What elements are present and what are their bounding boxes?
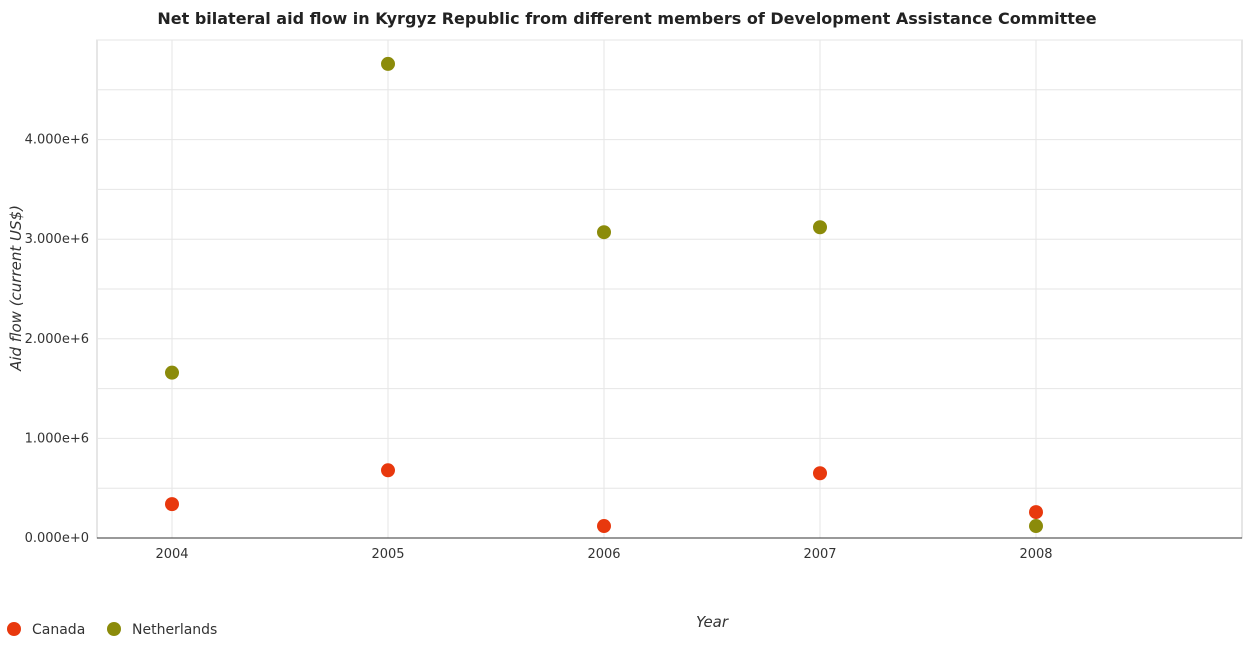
y-tick-label: 3.000e+6	[25, 232, 89, 247]
x-tick-label: 2008	[1019, 547, 1052, 562]
data-point-netherlands	[597, 225, 611, 240]
x-tick-label: 2007	[803, 547, 836, 562]
data-point-canada	[597, 519, 611, 534]
legend-label-canada: Canada	[32, 622, 85, 638]
data-point-netherlands	[1029, 519, 1043, 534]
x-tick-label: 2006	[587, 547, 620, 562]
x-tick-label: 2005	[371, 547, 404, 562]
data-point-netherlands	[381, 56, 395, 71]
legend: Canada Netherlands	[7, 622, 217, 638]
legend-marker-canada	[7, 622, 21, 636]
legend-label-netherlands: Netherlands	[132, 622, 217, 638]
y-tick-label: 2.000e+6	[25, 332, 89, 347]
y-axis-label: Aid flow (current US$)	[7, 205, 25, 372]
data-point-canada	[381, 463, 395, 478]
y-tick-label: 0.000e+0	[25, 531, 89, 546]
data-point-netherlands	[813, 220, 827, 235]
data-point-canada	[1029, 505, 1043, 520]
x-tick-label: 2004	[155, 547, 188, 562]
data-point-netherlands	[165, 365, 179, 380]
chart-title: Net bilateral aid flow in Kyrgyz Republi…	[157, 9, 1096, 28]
y-tick-label: 4.000e+6	[25, 133, 89, 148]
legend-marker-netherlands	[107, 622, 121, 636]
data-point-canada	[813, 466, 827, 481]
y-tick-label: 1.000e+6	[25, 431, 89, 446]
plot-area: 0.000e+0 1.000e+6 2.000e+6 3.000e+6 4.000e+6…	[25, 39, 1243, 562]
x-axis-label: Year	[696, 613, 729, 631]
data-point-canada	[165, 497, 179, 512]
